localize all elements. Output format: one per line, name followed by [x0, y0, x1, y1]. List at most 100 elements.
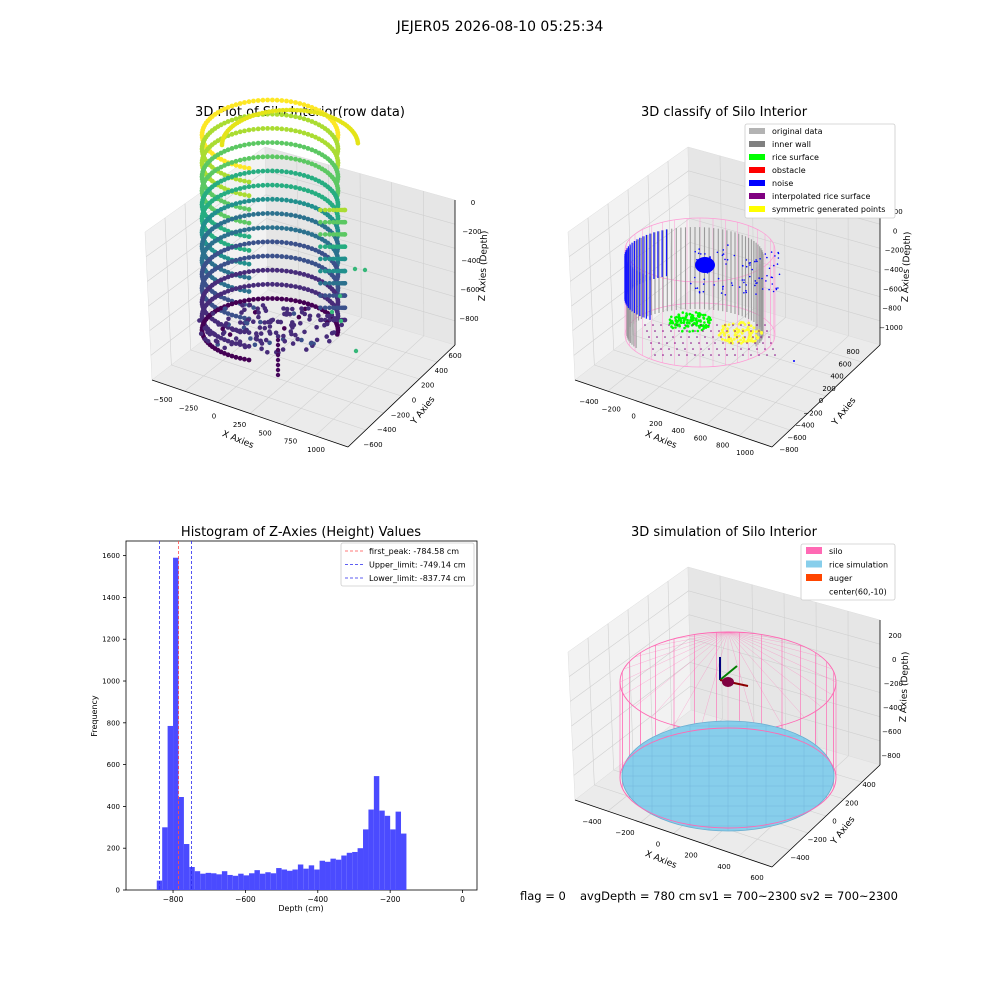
noise-point	[755, 259, 757, 261]
p2-xtick: 800	[716, 442, 729, 450]
rice-surface-point	[688, 313, 691, 316]
raw-point	[279, 254, 284, 259]
interpolated-point	[726, 354, 728, 356]
legend-label: inner wall	[772, 140, 811, 149]
interpolated-point	[678, 354, 680, 356]
p4-ytick: 200	[845, 799, 858, 807]
p1-ytick: 600	[448, 352, 461, 360]
raw-point	[335, 158, 340, 163]
symmetric-point	[744, 323, 747, 326]
raw-point	[242, 234, 247, 239]
interpolated-point	[732, 348, 734, 350]
raw-point	[335, 325, 340, 330]
noise-point	[694, 277, 696, 279]
p1-ztick: 0	[471, 199, 475, 207]
raw-point	[251, 240, 256, 245]
raw-point	[256, 315, 261, 320]
raw-point	[212, 331, 217, 336]
rice-surface-point	[692, 330, 695, 333]
raw-point	[238, 219, 243, 224]
raw-point	[247, 156, 252, 161]
legend-swatch	[749, 167, 765, 173]
raw-point	[247, 269, 252, 274]
raw-point	[242, 228, 247, 233]
noise-point	[723, 249, 725, 251]
raw-point	[279, 183, 284, 188]
hist-bar	[249, 873, 254, 890]
raw-point	[275, 211, 280, 216]
raw-point	[318, 208, 323, 213]
interpolated-point	[758, 354, 760, 356]
p2-ylabel: Y Axies	[830, 396, 859, 429]
hist-bar	[178, 797, 183, 890]
raw-point	[261, 211, 266, 216]
raw-point	[298, 321, 303, 326]
raw-point	[323, 232, 328, 237]
raw-point	[251, 226, 256, 231]
raw-point	[327, 220, 332, 225]
interpolated-point	[702, 330, 704, 332]
interpolated-point	[652, 348, 654, 350]
noise-point	[709, 257, 711, 259]
interpolated-point	[654, 330, 656, 332]
raw-point	[265, 140, 270, 145]
raw-point	[263, 326, 268, 331]
raw-point	[289, 114, 294, 119]
raw-point	[284, 99, 289, 104]
noise-point	[725, 263, 727, 265]
noise-cluster	[695, 257, 715, 273]
rice-surface-point	[699, 314, 702, 317]
hist-bar	[363, 829, 368, 890]
noise-point	[702, 259, 704, 261]
raw-point	[293, 100, 298, 105]
raw-point	[265, 296, 270, 301]
raw-point	[270, 140, 275, 145]
raw-point	[284, 198, 289, 203]
p1-xtick: −500	[153, 396, 172, 404]
interpolated-point	[712, 336, 714, 338]
raw-point	[270, 154, 275, 159]
noise-point	[743, 292, 745, 294]
raw-point	[325, 322, 330, 327]
interpolated-point	[686, 330, 688, 332]
rice-surface-point	[688, 322, 691, 325]
p2-ytick: 200	[822, 385, 835, 393]
hist-ytick: 200	[107, 845, 120, 853]
raw-point	[339, 319, 343, 323]
raw-point	[247, 207, 252, 212]
raw-point	[265, 225, 270, 230]
rice-surface-point	[674, 323, 677, 326]
symmetric-point	[755, 330, 758, 333]
noise-point	[746, 259, 748, 261]
raw-point	[234, 244, 239, 249]
hist-xlabel: Depth (cm)	[278, 904, 323, 913]
noise-point	[772, 283, 774, 285]
raw-point	[258, 325, 263, 330]
raw-point	[238, 192, 243, 197]
rice-surface-point	[681, 330, 684, 333]
p1-ztick: −600	[460, 286, 479, 294]
rice-surface-point	[669, 318, 672, 321]
raw-point	[234, 201, 239, 206]
interpolated-point	[676, 324, 678, 326]
raw-point	[244, 328, 249, 333]
raw-point	[234, 272, 239, 277]
raw-point	[261, 282, 266, 287]
raw-point	[323, 269, 328, 274]
p1-xtick: 250	[233, 421, 246, 429]
raw-point	[327, 314, 332, 319]
raw-point	[279, 98, 284, 103]
hist-bar	[282, 870, 287, 890]
symmetric-point	[722, 327, 725, 330]
symmetric-point	[735, 327, 738, 330]
raw-point	[275, 98, 280, 103]
hist-bar	[211, 873, 216, 890]
raw-point	[251, 198, 256, 203]
raw-point	[279, 212, 284, 217]
hist-ylabel: Frequency	[90, 695, 99, 737]
interpolated-point	[760, 336, 762, 338]
interpolated-point	[690, 342, 692, 344]
noise-point	[703, 279, 705, 281]
raw-point	[238, 172, 243, 177]
interpolated-point	[764, 348, 766, 350]
